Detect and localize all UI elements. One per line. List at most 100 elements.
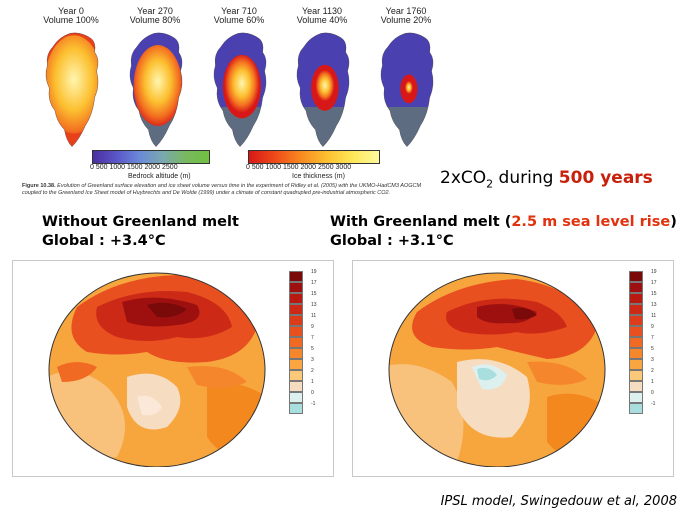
legend-value: 2 <box>651 368 654 374</box>
scenario-left-title: Without Greenland melt <box>42 214 239 230</box>
legend-value: 19 <box>311 269 317 275</box>
legend-swatch <box>629 282 643 293</box>
headline-prefix: 2xCO <box>440 168 487 188</box>
legend-swatch <box>629 304 643 315</box>
legend-value: 2 <box>311 368 314 374</box>
bedrock-colorbar-unit: Bedrock altitude (m) <box>128 173 191 180</box>
greenland-panel: Year 270 Volume 80% <box>118 4 192 154</box>
greenland-map <box>296 32 350 147</box>
legend-right <box>629 271 643 414</box>
scenario-right-heading: With Greenland melt (2.5 m sea level ris… <box>330 213 677 251</box>
legend-swatch <box>289 348 303 359</box>
legend-value: 11 <box>651 313 657 319</box>
map-with-melt: 19 17 15 13 11 9 7 5 3 2 1 0 -1 <box>352 260 674 477</box>
legend-value: 15 <box>651 291 657 297</box>
legend-swatch <box>289 271 303 282</box>
legend-value: 0 <box>651 390 654 396</box>
greenland-panel-volume: Volume 20% <box>380 15 432 25</box>
greenland-panel-volume: Volume 100% <box>43 15 99 25</box>
legend-value: 19 <box>651 269 657 275</box>
headline-highlight: 500 years <box>558 168 653 188</box>
legend-swatch <box>289 293 303 304</box>
legend-swatch <box>629 326 643 337</box>
legend-value: 17 <box>651 280 657 286</box>
scenario-right-title-highlight: 2.5 m sea level rise <box>511 214 671 230</box>
greenland-panel: Year 1130 Volume 40% <box>285 4 359 154</box>
scenario-right-title-end: ) <box>670 214 677 230</box>
headline-middle: during <box>493 168 559 188</box>
legend-swatch <box>289 403 303 414</box>
greenland-map <box>45 32 99 147</box>
legend-value: 3 <box>311 357 314 363</box>
greenland-panel-year: Year 1130 <box>301 6 343 16</box>
bedrock-colorbar-ticks: 0 500 1000 1500 2000 2500 <box>90 164 178 171</box>
greenland-panel-volume: Volume 80% <box>129 15 181 25</box>
scenario-left-global: Global : +3.4°C <box>42 233 166 249</box>
legend-value: -1 <box>311 401 316 407</box>
legend-swatch <box>289 282 303 293</box>
legend-value: 13 <box>651 302 657 308</box>
legend-value: 5 <box>651 346 654 352</box>
legend-swatch <box>629 348 643 359</box>
bedrock-colorbar <box>92 150 210 164</box>
legend-swatch <box>629 337 643 348</box>
legend-swatch <box>629 315 643 326</box>
legend-value: -1 <box>651 401 656 407</box>
model-credit: IPSL model, Swingedouw et al, 2008 <box>440 494 677 509</box>
figure-caption: Figure 10.38. Evolution of Greenland sur… <box>22 183 432 196</box>
globe-without-melt <box>48 272 266 467</box>
legend-swatch <box>629 370 643 381</box>
legend-value: 7 <box>311 335 314 341</box>
greenland-panel-year: Year 1760 <box>385 6 427 16</box>
legend-swatch <box>289 315 303 326</box>
legend-right-values: 19 17 15 13 11 9 7 5 3 2 1 0 -1 <box>651 267 657 410</box>
ice-colorbar <box>248 150 380 164</box>
greenland-panel: Year 0 Volume 100% <box>34 4 108 154</box>
headline: 2xCO2 during 500 years <box>440 168 653 190</box>
legend-swatch <box>289 392 303 403</box>
legend-value: 7 <box>651 335 654 341</box>
legend-swatch <box>629 293 643 304</box>
legend-value: 13 <box>311 302 317 308</box>
figure-caption-label: Figure 10.38. <box>22 183 56 189</box>
globe-with-melt <box>388 272 606 467</box>
scenario-left-heading: Without Greenland melt Global : +3.4°C <box>42 213 239 251</box>
scenario-right-title-start: With Greenland melt ( <box>330 214 512 230</box>
greenland-panel-volume: Volume 60% <box>213 15 265 25</box>
legend-swatch <box>289 326 303 337</box>
legend-swatch <box>289 359 303 370</box>
legend-swatch <box>289 381 303 392</box>
legend-swatch <box>629 359 643 370</box>
greenland-panel: Year 710 Volume 60% <box>202 4 276 154</box>
greenland-map <box>380 32 434 147</box>
legend-value: 0 <box>311 390 314 396</box>
legend-swatch <box>629 271 643 282</box>
legend-value: 11 <box>311 313 317 319</box>
legend-value: 17 <box>311 280 317 286</box>
ice-colorbar-ticks: 0 500 1000 1500 2000 2500 3000 <box>246 164 352 171</box>
legend-value: 9 <box>651 324 654 330</box>
greenland-map <box>213 32 267 147</box>
legend-left <box>289 271 303 414</box>
legend-value: 1 <box>651 379 654 385</box>
figure-caption-text: Evolution of Greenland surface elevation… <box>22 183 422 196</box>
greenland-panel-year: Year 0 <box>58 6 84 16</box>
greenland-map <box>129 32 183 147</box>
headline-subscript: 2 <box>486 177 494 191</box>
greenland-panel: Year 1760 Volume 20% <box>369 4 443 154</box>
legend-value: 3 <box>651 357 654 363</box>
greenland-panel-year: Year 270 <box>137 6 173 16</box>
legend-value: 1 <box>311 379 314 385</box>
legend-swatch <box>629 403 643 414</box>
legend-value: 15 <box>311 291 317 297</box>
legend-swatch <box>289 337 303 348</box>
scenario-right-title: With Greenland melt (2.5 m sea level ris… <box>330 213 677 232</box>
legend-swatch <box>289 370 303 381</box>
legend-swatch <box>289 304 303 315</box>
legend-value: 5 <box>311 346 314 352</box>
map-without-melt: 19 17 15 13 11 9 7 5 3 2 1 0 -1 <box>12 260 334 477</box>
scenario-right-global: Global : +3.1°C <box>330 233 454 249</box>
legend-swatch <box>629 392 643 403</box>
legend-value: 9 <box>311 324 314 330</box>
greenland-panel-volume: Volume 40% <box>296 15 348 25</box>
